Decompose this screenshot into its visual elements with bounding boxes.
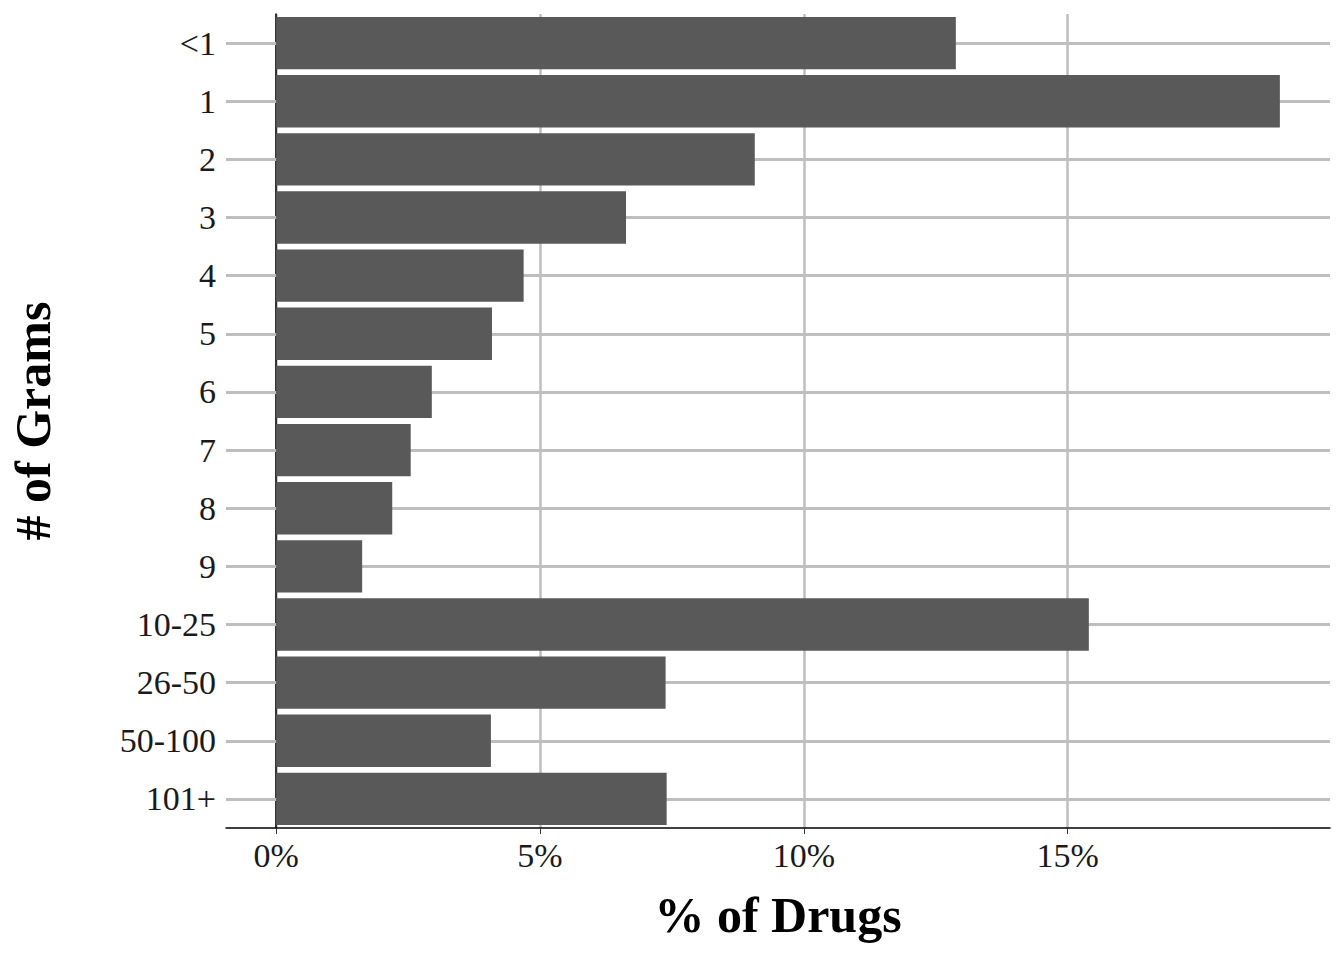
svg-text:5%: 5% <box>517 837 562 874</box>
svg-text:101+: 101+ <box>146 780 216 817</box>
svg-text:15%: 15% <box>1037 837 1099 874</box>
svg-text:2: 2 <box>199 141 216 178</box>
svg-text:% of Drugs: % of Drugs <box>654 887 901 943</box>
svg-text:4: 4 <box>199 257 216 294</box>
svg-text:7: 7 <box>199 432 216 469</box>
svg-text:3: 3 <box>199 199 216 236</box>
svg-text:6: 6 <box>199 373 216 410</box>
svg-text:5: 5 <box>199 315 216 352</box>
svg-text:10-25: 10-25 <box>137 606 216 643</box>
svg-text:1: 1 <box>199 83 216 120</box>
svg-text:<1: <1 <box>180 25 216 62</box>
svg-text:50-100: 50-100 <box>120 722 216 759</box>
svg-text:0%: 0% <box>253 837 298 874</box>
svg-text:# of Grams: # of Grams <box>5 302 61 541</box>
svg-text:26-50: 26-50 <box>137 664 216 701</box>
svg-text:9: 9 <box>199 548 216 585</box>
svg-text:8: 8 <box>199 490 216 527</box>
svg-text:10%: 10% <box>773 837 835 874</box>
